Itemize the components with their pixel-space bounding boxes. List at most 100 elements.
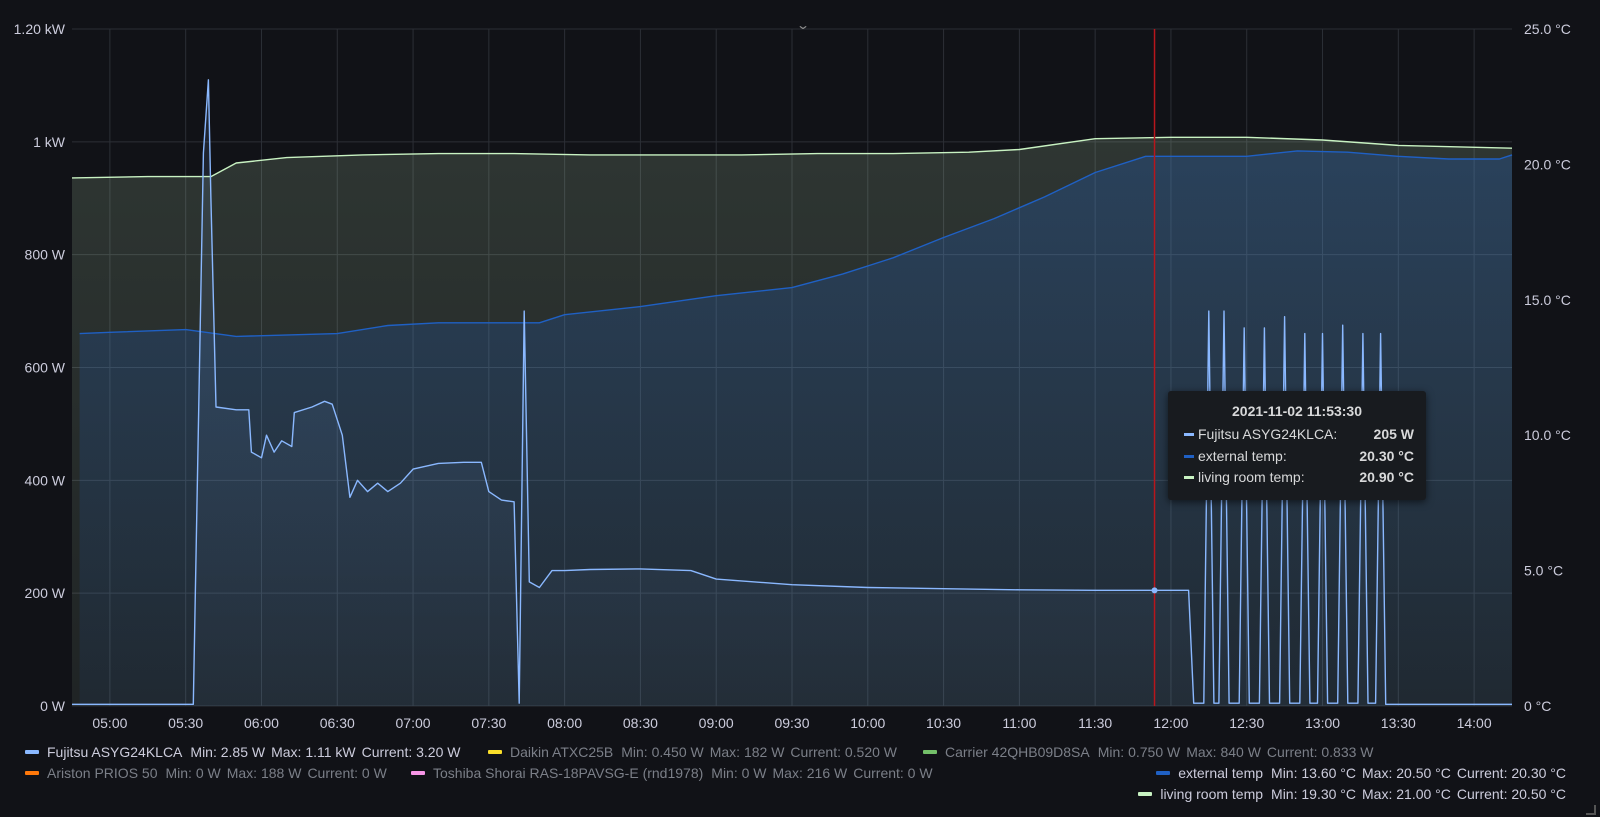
legend-current: Current: 0.520 W bbox=[790, 744, 898, 760]
series-color-swatch bbox=[1184, 432, 1194, 436]
legend-series-name: Toshiba Shorai RAS-18PAVSG-E (rnd1978) bbox=[433, 765, 704, 781]
legend-series-name: Daikin ATXC25B bbox=[510, 744, 614, 760]
legend-min: Min: 0 W bbox=[711, 765, 767, 781]
y-left-tick-label: 200 W bbox=[25, 585, 66, 601]
tooltip-row: external temp: 20.30 °C bbox=[1184, 447, 1414, 465]
series-color-swatch bbox=[488, 750, 502, 754]
hover-point bbox=[1151, 587, 1158, 594]
legend-min: Min: 19.30 °C bbox=[1271, 786, 1357, 802]
series-color-swatch bbox=[25, 750, 39, 754]
series-line-fujitsu-asyg24klca bbox=[72, 79, 1512, 705]
tooltip-series-value: 20.30 °C bbox=[1359, 448, 1414, 464]
legend-max: Max: 840 W bbox=[1186, 744, 1261, 760]
series-area-fujitsu-asyg24klca bbox=[72, 79, 1512, 707]
legend-item-toshiba[interactable]: Toshiba Shorai RAS-18PAVSG-E (rnd1978) M… bbox=[411, 765, 939, 781]
tooltip-series-value: 205 W bbox=[1373, 426, 1414, 442]
y-right-tick-label: 10.0 °C bbox=[1524, 427, 1571, 443]
legend-current: Current: 0 W bbox=[853, 765, 933, 781]
x-axis: 05:00 05:30 06:00 06:30 07:00 07:30 08:00 08:30… bbox=[92, 715, 1491, 731]
tooltip-row: Fujitsu ASYG24KLCA: 205 W bbox=[1184, 425, 1414, 443]
tooltip-row: living room temp: 20.90 °C bbox=[1184, 468, 1414, 486]
legend-item-fujitsu[interactable]: Fujitsu ASYG24KLCA Min: 2.85 W Max: 1.11… bbox=[25, 744, 466, 760]
legend-current: Current: 20.30 °C bbox=[1456, 765, 1566, 781]
x-tick-label: 14:00 bbox=[1457, 715, 1492, 731]
tooltip-series-name: external temp: bbox=[1198, 448, 1287, 464]
y-right-tick-label: 20.0 °C bbox=[1524, 156, 1571, 172]
x-tick-label: 08:00 bbox=[547, 715, 582, 731]
x-tick-label: 12:30 bbox=[1229, 715, 1264, 731]
legend-series-name: living room temp bbox=[1160, 786, 1264, 802]
legend-min: Min: 0.450 W bbox=[621, 744, 704, 760]
x-tick-label: 09:30 bbox=[774, 715, 809, 731]
legend-series-name: Ariston PRIOS 50 bbox=[47, 765, 158, 781]
legend-item-external-temp[interactable]: external temp Min: 13.60 °C Max: 20.50 °… bbox=[1156, 765, 1572, 781]
x-tick-label: 07:00 bbox=[396, 715, 431, 731]
x-tick-label: 06:30 bbox=[320, 715, 355, 731]
tooltip-title: 2021-11-02 11:53:30 bbox=[1232, 403, 1362, 419]
legend-max: Max: 182 W bbox=[709, 744, 785, 760]
tooltip-series-name: Fujitsu ASYG24KLCA: bbox=[1198, 426, 1338, 442]
x-tick-label: 11:30 bbox=[1078, 715, 1112, 731]
y-left-tick-label: 400 W bbox=[25, 472, 66, 488]
legend-series-name: Fujitsu ASYG24KLCA bbox=[47, 744, 183, 760]
series-color-swatch bbox=[1156, 771, 1171, 775]
legend-series-name: external temp bbox=[1178, 765, 1264, 781]
legend-item-carrier[interactable]: Carrier 42QHB09D8SA Min: 0.750 W Max: 84… bbox=[923, 744, 1380, 760]
y-left-tick-label: 1 kW bbox=[33, 134, 66, 150]
legend-max: Max: 21.00 °C bbox=[1362, 786, 1451, 802]
x-tick-label: 13:30 bbox=[1381, 715, 1416, 731]
x-tick-label: 11:00 bbox=[1002, 715, 1036, 731]
x-tick-label: 10:30 bbox=[926, 715, 961, 731]
legend-max: Max: 20.50 °C bbox=[1362, 765, 1451, 781]
x-tick-label: 10:00 bbox=[850, 715, 885, 731]
y-left-tick-label: 0 W bbox=[40, 698, 66, 714]
legend-min: Min: 0.750 W bbox=[1097, 744, 1181, 760]
legend-item-living-room-temp[interactable]: living room temp Min: 19.30 °C Max: 21.0… bbox=[1138, 786, 1572, 802]
legend-item-daikin[interactable]: Daikin ATXC25B Min: 0.450 W Max: 182 W C… bbox=[488, 744, 903, 760]
series-line-living-room-temp bbox=[71, 136, 1513, 179]
x-tick-label: 05:30 bbox=[168, 715, 203, 731]
x-tick-label: 09:00 bbox=[699, 715, 734, 731]
legend-max: Max: 1.11 kW bbox=[271, 744, 356, 760]
series-lines bbox=[71, 79, 1513, 705]
y-right-tick-label: 25.0 °C bbox=[1524, 21, 1571, 37]
y-left-tick-label: 800 W bbox=[25, 247, 66, 263]
legend-current: Current: 0.833 W bbox=[1266, 744, 1374, 760]
chevron-down-icon[interactable]: ⌄ bbox=[795, 18, 811, 32]
x-tick-label: 08:30 bbox=[623, 715, 658, 731]
legend-current: Current: 3.20 W bbox=[361, 744, 461, 760]
x-tick-label: 05:00 bbox=[92, 715, 127, 731]
legend-max: Max: 188 W bbox=[226, 765, 302, 781]
legend-current: Current: 0 W bbox=[307, 765, 387, 781]
y-left-tick-label: 600 W bbox=[25, 360, 66, 376]
x-tick-label: 07:30 bbox=[471, 715, 506, 731]
hover-tooltip: 2021-11-02 11:53:30 Fujitsu ASYG24KLCA: … bbox=[1168, 391, 1426, 500]
series-color-swatch bbox=[25, 771, 39, 775]
series-line-external-temp bbox=[79, 150, 1513, 338]
tooltip-series-name: living room temp: bbox=[1198, 469, 1305, 485]
y-right-tick-label: 5.0 °C bbox=[1524, 563, 1563, 579]
tooltip-series-value: 20.90 °C bbox=[1359, 469, 1414, 485]
legend-item-ariston[interactable]: Ariston PRIOS 50 Min: 0 W Max: 188 W Cur… bbox=[25, 765, 393, 781]
series-color-swatch bbox=[1184, 454, 1194, 458]
legend-current: Current: 20.50 °C bbox=[1456, 786, 1566, 802]
legend-min: Min: 0 W bbox=[165, 765, 221, 781]
series-color-swatch bbox=[411, 771, 425, 775]
y-axis-right: 0 °C 5.0 °C 10.0 °C 15.0 °C 20.0 °C 25.0 °C bbox=[1524, 21, 1571, 714]
legend-max: Max: 216 W bbox=[772, 765, 848, 781]
legend-min: Min: 13.60 °C bbox=[1271, 765, 1357, 781]
y-axis-left: 0 W 200 W 400 W 600 W 800 W 1 kW 1.20 kW bbox=[14, 21, 66, 714]
y-left-tick-label: 1.20 kW bbox=[14, 21, 66, 37]
legend-min: Min: 2.85 W bbox=[190, 744, 266, 760]
series-color-swatch bbox=[1184, 475, 1194, 479]
y-right-tick-label: 0 °C bbox=[1524, 698, 1551, 714]
series-color-swatch bbox=[923, 750, 937, 754]
y-right-tick-label: 15.0 °C bbox=[1524, 292, 1571, 308]
x-tick-label: 13:00 bbox=[1305, 715, 1340, 731]
x-tick-label: 12:00 bbox=[1153, 715, 1188, 731]
resize-handle[interactable] bbox=[1586, 805, 1596, 815]
series-color-swatch bbox=[1138, 792, 1153, 796]
x-tick-label: 06:00 bbox=[244, 715, 279, 731]
legend-series-name: Carrier 42QHB09D8SA bbox=[945, 744, 1090, 760]
